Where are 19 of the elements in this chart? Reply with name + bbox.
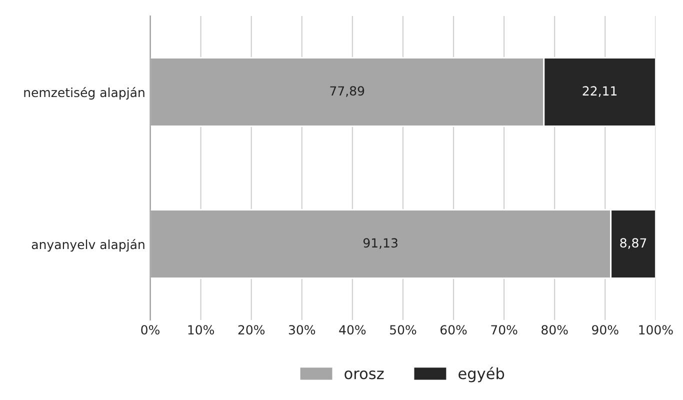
data-label: 22,11 (582, 86, 617, 97)
x-tick-label: 100% (639, 325, 673, 335)
data-label: 77,89 (330, 86, 364, 97)
x-tick-label: 0% (141, 325, 160, 335)
x-tick-label: 10% (188, 325, 214, 335)
y-tick-label: nemzetiség alapján (24, 87, 144, 100)
x-tick-label: 20% (238, 325, 265, 335)
y-tick-label: anyanyelv alapján (32, 239, 144, 252)
legend-label: orosz (344, 370, 384, 380)
data-label: 8,87 (620, 238, 646, 249)
x-tick-label: 70% (491, 325, 518, 335)
x-tick-label: 30% (288, 325, 316, 335)
x-tick-label: 90% (592, 325, 618, 335)
data-label: 91,13 (363, 238, 398, 249)
legend-label: egyéb (458, 366, 504, 382)
x-tick-label: 50% (390, 325, 416, 335)
x-tick-label: 80% (542, 325, 568, 335)
x-tick-label: 60% (440, 325, 467, 335)
x-tick-label: 40% (339, 325, 366, 335)
